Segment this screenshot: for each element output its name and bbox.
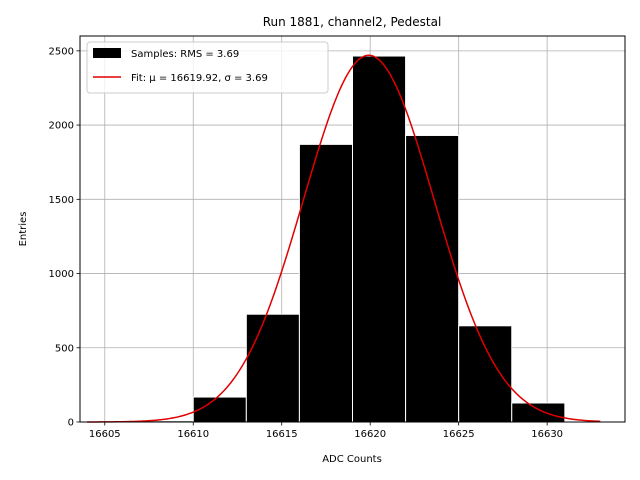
histogram-bar	[405, 134, 460, 423]
legend-fit-sigma: σ = 3.69	[224, 73, 267, 84]
y-tick-label: 1000	[49, 269, 74, 280]
legend-fit-separator: ,	[218, 73, 224, 84]
x-tick-label: 16620	[354, 429, 386, 440]
x-tick-label: 16630	[531, 429, 563, 440]
x-tick-label: 16625	[443, 429, 475, 440]
histogram-bar	[458, 325, 513, 423]
histogram-bar	[352, 55, 407, 423]
y-tick-label: 500	[55, 343, 74, 354]
y-tick-label: 2500	[49, 46, 74, 57]
legend-label-samples: Samples: RMS = 3.69	[131, 49, 239, 60]
x-tick-label: 16605	[89, 429, 121, 440]
x-axis: 16605 16610 16615 16620 16625 16630	[89, 422, 563, 440]
plot-frame	[79, 35, 626, 423]
legend-swatch-samples	[93, 48, 121, 58]
legend-box	[86, 41, 329, 94]
legend-label-fit: Fit: μ = 16619.92, σ = 3.69	[131, 73, 268, 84]
histogram-bar	[511, 402, 566, 423]
legend: Samples: RMS = 3.69 Fit: μ = 16619.92, σ…	[86, 41, 329, 94]
y-tick-label: 0	[68, 418, 74, 429]
y-axis: 0 500 1000 1500 2000 2500	[49, 46, 80, 429]
x-tick-label: 16615	[266, 429, 298, 440]
y-axis-label: Entries	[18, 212, 29, 247]
chart-title: Run 1881, channel2, Pedestal	[263, 15, 442, 29]
histogram-bars	[86, 55, 566, 423]
y-tick-label: 2000	[49, 121, 74, 132]
x-tick-label: 16610	[177, 429, 209, 440]
histogram-bar	[192, 396, 247, 423]
fit-curve	[87, 54, 601, 423]
x-axis-label: ADC Counts	[322, 454, 382, 465]
legend-fit-mu: μ = 16619.92	[149, 73, 218, 84]
y-tick-label: 1500	[49, 195, 74, 206]
histogram-bar	[245, 313, 300, 423]
legend-fit-prefix: Fit:	[131, 73, 149, 84]
